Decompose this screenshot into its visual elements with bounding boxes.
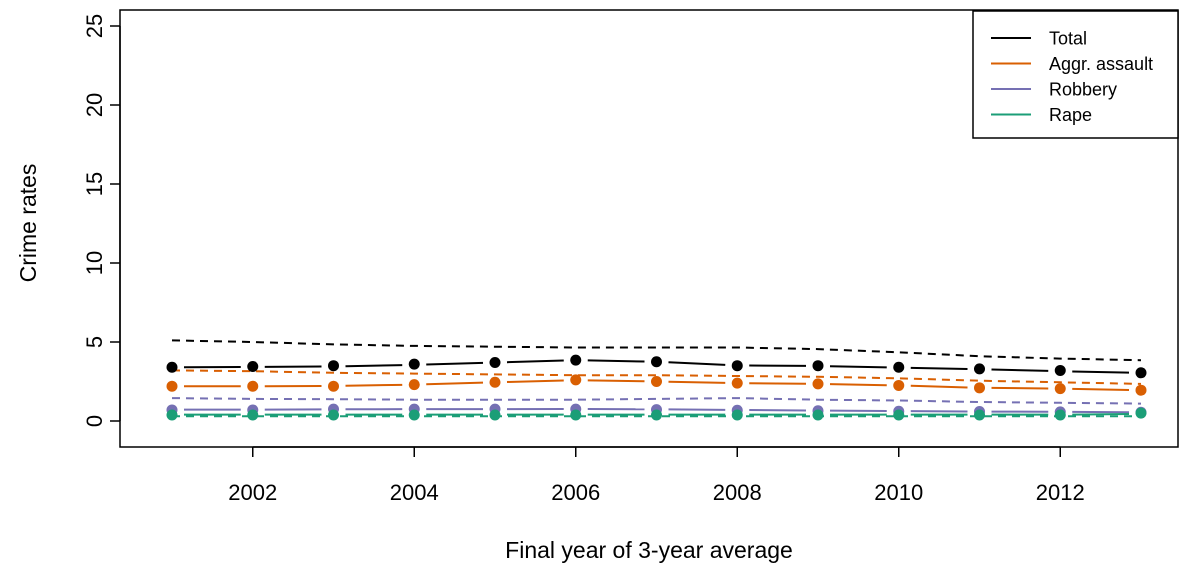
data-point-total: [1054, 364, 1066, 376]
data-point-aggr-assault: [408, 379, 420, 391]
data-point-total: [893, 361, 905, 373]
data-point-total: [1135, 367, 1147, 379]
series-line-segment-rape: [1072, 413, 1130, 416]
data-point-rape: [166, 409, 178, 421]
series-line-segment-aggr-assault: [749, 382, 807, 385]
y-tick-label: 20: [82, 93, 107, 117]
series-line-segment-aggr-assault: [668, 380, 726, 384]
data-point-rape: [489, 409, 501, 421]
x-tick-label: 2004: [390, 480, 439, 505]
series-line-segment-aggr-assault: [910, 384, 968, 389]
x-tick-label: 2002: [228, 480, 277, 505]
data-point-rape: [570, 409, 582, 421]
series-line-segment-total: [991, 368, 1049, 372]
series-line-segment-aggr-assault: [1072, 387, 1130, 391]
data-point-total: [408, 358, 420, 370]
series-line-segment-aggr-assault: [506, 379, 564, 383]
series-line-segment-total: [506, 359, 564, 364]
data-point-total: [489, 357, 501, 369]
x-axis-title: Final year of 3-year average: [505, 537, 793, 563]
data-point-aggr-assault: [166, 380, 178, 392]
data-point-total: [974, 363, 985, 375]
legend-label-aggr-assault: Aggr. assault: [1049, 54, 1153, 74]
data-point-total: [166, 361, 178, 373]
axes: 0 5 10 15 20 25 2002 2004 2006 2008 2010 2012: [82, 14, 1085, 505]
data-point-total: [731, 360, 743, 372]
series-line-segment-aggr-assault: [426, 381, 484, 386]
data-point-rape: [731, 409, 743, 421]
data-point-aggr-assault: [893, 379, 905, 391]
series-line-segment-total: [1072, 370, 1130, 374]
data-point-rape: [974, 409, 985, 421]
series-line-segment-total: [910, 366, 968, 370]
y-axis-title: Crime rates: [15, 164, 41, 283]
legend-box: [972, 10, 1179, 139]
data-point-total: [812, 360, 824, 372]
series-line-segment-aggr-assault: [829, 383, 887, 387]
data-point-rape: [893, 409, 905, 421]
data-point-total: [328, 360, 339, 372]
series-line-segment-total: [426, 361, 484, 366]
data-point-rape: [408, 409, 420, 421]
data-point-rape: [651, 409, 662, 421]
series-line-segment-aggr-assault: [991, 386, 1049, 390]
y-tick-label: 15: [82, 172, 107, 196]
data-point-aggr-assault: [651, 376, 662, 387]
data-point-total: [247, 360, 259, 372]
y-tick-label: 0: [82, 415, 107, 427]
x-tick-label: 2010: [874, 480, 923, 505]
y-tick-label: 10: [82, 251, 107, 275]
legend-label-robbery: Robbery: [1049, 80, 1117, 100]
data-point-aggr-assault: [489, 376, 501, 388]
data-point-rape: [812, 409, 824, 421]
data-point-aggr-assault: [731, 377, 743, 389]
legend: Total Aggr. assault Robbery Rape: [972, 10, 1179, 139]
series-line-segment-aggr-assault: [587, 379, 645, 383]
data-point-aggr-assault: [1054, 383, 1066, 395]
data-point-aggr-assault: [1135, 384, 1147, 396]
series-dashed-line-aggr-assault: [171, 369, 1142, 385]
y-tick-label: 25: [82, 14, 107, 38]
data-point-aggr-assault: [328, 380, 339, 392]
series-line-segment-total: [829, 365, 887, 369]
legend-label-rape: Rape: [1049, 105, 1092, 125]
data-point-total: [570, 354, 582, 366]
series-line-segment-total: [345, 364, 403, 368]
data-point-rape: [247, 409, 259, 421]
series-line-segment-total: [668, 361, 726, 366]
x-tick-label: 2006: [551, 480, 600, 505]
data-point-rape: [328, 409, 339, 421]
x-tick-label: 2012: [1036, 480, 1085, 505]
series-line-segment-aggr-assault: [345, 383, 403, 387]
legend-label-total: Total: [1049, 29, 1087, 49]
data-point-aggr-assault: [570, 374, 582, 386]
series-dashed-line-robbery: [171, 397, 1142, 405]
series-line-segment-total: [587, 359, 645, 363]
data-point-total: [651, 356, 662, 368]
data-point-rape: [1054, 409, 1066, 421]
series-dashed-line-total: [171, 339, 1142, 362]
data-point-aggr-assault: [974, 382, 985, 394]
y-tick-label: 5: [82, 336, 107, 348]
data-point-aggr-assault: [247, 380, 259, 392]
data-point-aggr-assault: [812, 378, 824, 390]
x-tick-label: 2008: [713, 480, 762, 505]
series-points: [166, 354, 1147, 421]
data-point-rape: [1135, 407, 1147, 419]
